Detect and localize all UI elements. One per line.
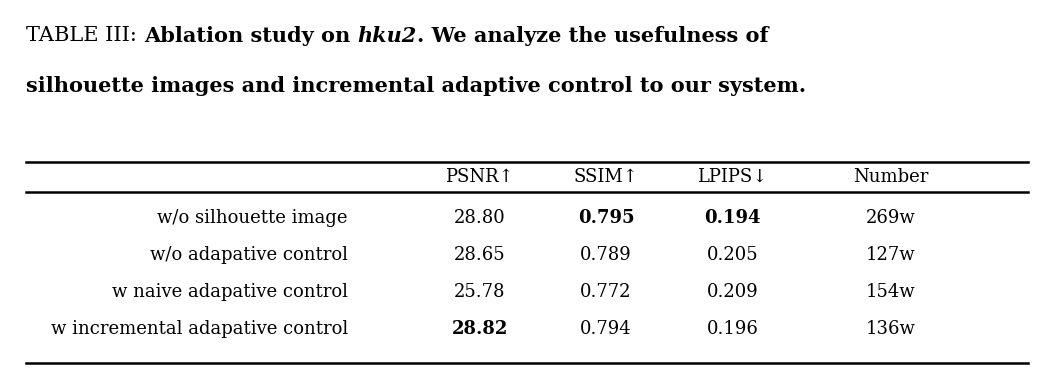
Text: Ablation study on: Ablation study on [143, 26, 357, 46]
Text: TABLE III:: TABLE III: [26, 26, 143, 45]
Text: w naive adapative control: w naive adapative control [112, 283, 348, 301]
Text: PSNR↑: PSNR↑ [445, 168, 514, 186]
Text: 28.82: 28.82 [451, 320, 508, 338]
Text: 28.80: 28.80 [453, 209, 506, 227]
Text: w incremental adapative control: w incremental adapative control [51, 320, 348, 338]
Text: 0.196: 0.196 [706, 320, 759, 338]
Text: 0.205: 0.205 [707, 246, 758, 264]
Text: 127w: 127w [865, 246, 916, 264]
Text: 0.772: 0.772 [581, 283, 631, 301]
Text: LPIPS↓: LPIPS↓ [698, 168, 767, 186]
Text: 269w: 269w [865, 209, 916, 227]
Text: 0.795: 0.795 [578, 209, 635, 227]
Text: 25.78: 25.78 [454, 283, 505, 301]
Text: 0.209: 0.209 [706, 283, 759, 301]
Text: w/o adapative control: w/o adapative control [150, 246, 348, 264]
Text: 154w: 154w [865, 283, 916, 301]
Text: 0.194: 0.194 [704, 209, 761, 227]
Text: hku2: hku2 [357, 26, 416, 46]
Text: 0.794: 0.794 [581, 320, 631, 338]
Text: 136w: 136w [865, 320, 916, 338]
Text: w/o silhouette image: w/o silhouette image [157, 209, 348, 227]
Text: Number: Number [853, 168, 929, 186]
Text: 28.65: 28.65 [454, 246, 505, 264]
Text: 0.789: 0.789 [580, 246, 632, 264]
Text: silhouette images and incremental adaptive control to our system.: silhouette images and incremental adapti… [26, 76, 806, 96]
Text: SSIM↑: SSIM↑ [573, 168, 639, 186]
Text: . We analyze the usefulness of: . We analyze the usefulness of [416, 26, 768, 46]
